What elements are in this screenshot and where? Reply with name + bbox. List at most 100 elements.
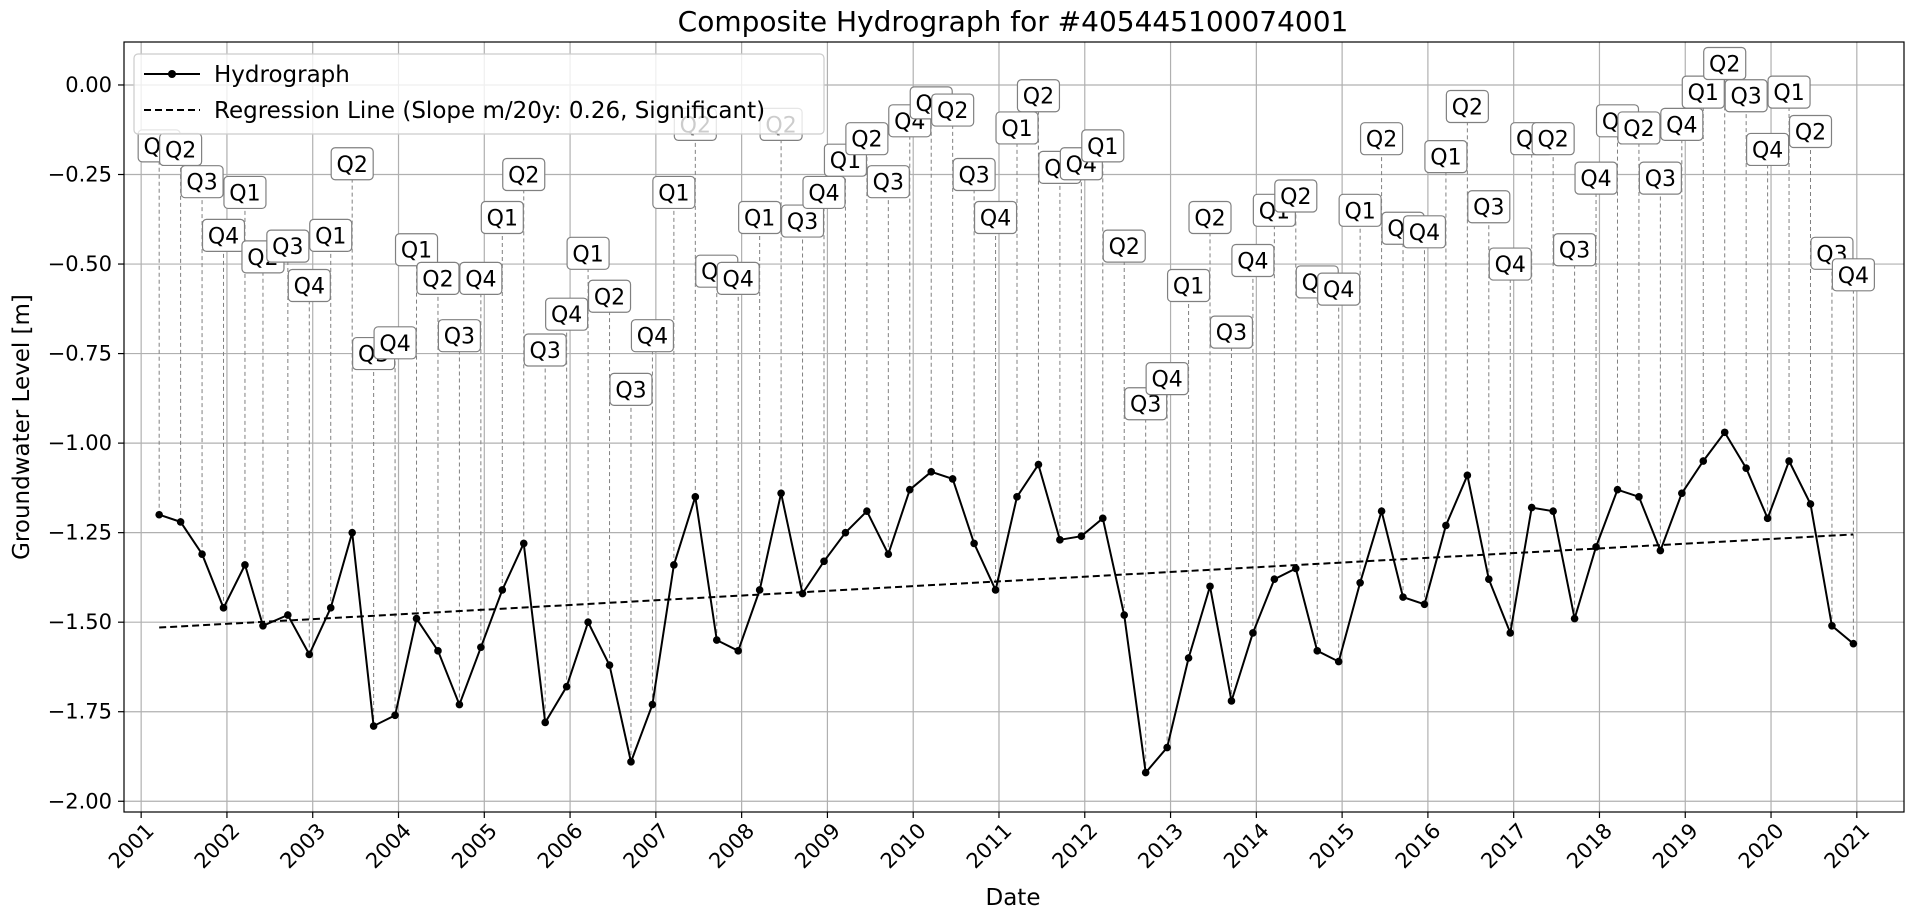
- regression-line: [159, 533, 1854, 629]
- hydrograph-point: [1806, 500, 1815, 508]
- hydrograph-point: [1635, 493, 1643, 501]
- annotation-box: [1488, 247, 1532, 281]
- annotation-box: [1338, 193, 1382, 227]
- annotation-label: Q2: [422, 267, 453, 292]
- y-tick-label: −0.25: [48, 163, 112, 187]
- annotation-box: [802, 175, 846, 210]
- hydrograph-point: [498, 586, 507, 594]
- chart-title: Composite Hydrograph for #40544510007400…: [678, 5, 1349, 38]
- series-layer: [155, 428, 1858, 777]
- x-tick-label: 2009: [790, 819, 845, 874]
- annotation-label: Q3: [1559, 239, 1590, 264]
- x-tick-label: 2019: [1648, 819, 1703, 874]
- hydrograph-point: [927, 467, 936, 476]
- hydrograph-point: [1678, 489, 1686, 498]
- hydrograph-point: [1377, 507, 1386, 515]
- plot-frame: [123, 41, 1905, 813]
- hydrograph-point: [777, 489, 785, 498]
- hydrograph-point: [1699, 457, 1708, 465]
- annotation-box: [416, 261, 460, 295]
- x-tick-label: 2014: [1219, 819, 1274, 874]
- hydrograph-point: [1120, 611, 1129, 619]
- x-tick-label: 2012: [1048, 819, 1103, 874]
- x-tick-label: 2010: [876, 819, 931, 874]
- annotation-label: Q2: [1623, 117, 1654, 142]
- hydrograph-point: [1527, 503, 1536, 512]
- hydrograph-point: [1077, 532, 1086, 541]
- hydrograph-point: [1334, 657, 1343, 666]
- annotation-box: [223, 175, 267, 210]
- annotation-box: [1274, 179, 1318, 213]
- x-tick-label: 2008: [704, 819, 759, 874]
- hydrograph-point: [691, 493, 700, 501]
- annotation-label: Q2: [851, 128, 882, 153]
- annotation-label: Q4: [1409, 221, 1440, 246]
- annotation-label: Q1: [1688, 81, 1719, 106]
- hydrograph-point: [1098, 514, 1107, 523]
- x-tick-label: 2020: [1734, 819, 1789, 874]
- hydrograph-point: [1485, 575, 1493, 584]
- annotation-box: [1724, 79, 1768, 113]
- hydrograph-line: [158, 430, 1855, 775]
- annotation-box: [1445, 89, 1489, 124]
- y-tick-label: 0.00: [65, 73, 112, 97]
- annotation-label: Q4: [637, 325, 668, 350]
- y-tick-label: −2.00: [48, 789, 112, 813]
- hydrograph-point: [1506, 629, 1515, 637]
- hydrograph-point: [1785, 457, 1793, 465]
- annotation-label: Q2: [165, 138, 196, 163]
- hydrograph-point: [1828, 621, 1836, 630]
- hydrograph-point: [1163, 743, 1171, 752]
- annotation-label: Q2: [937, 99, 968, 124]
- annotation-label: Q2: [594, 285, 625, 310]
- annotation-label: Q2: [1366, 128, 1397, 153]
- x-tick-label: 2007: [619, 819, 674, 874]
- annotation-label: Q3: [1130, 393, 1161, 418]
- annotation-label: Q3: [787, 210, 818, 235]
- annotation-label: Q1: [487, 206, 518, 231]
- annotation-box: [1467, 190, 1511, 224]
- annotation-label: Q1: [658, 181, 689, 206]
- hydrograph-point: [1034, 460, 1043, 469]
- hydrograph-point: [648, 700, 657, 709]
- annotation-box: [1102, 229, 1146, 263]
- hydrograph-point: [863, 507, 871, 515]
- annotation-label: Q4: [1323, 278, 1354, 303]
- y-axis-label: Groundwater Level [m]: [9, 294, 35, 560]
- hydrograph-point: [1763, 514, 1772, 523]
- annotation-label: Q3: [873, 171, 904, 196]
- legend: Hydrograph Regression Line (Slope m/20y:…: [133, 53, 825, 135]
- annotation-box: [845, 122, 889, 156]
- annotation-box: [1767, 75, 1811, 109]
- annotation-box: [1831, 258, 1875, 292]
- annotation-box: [1317, 272, 1361, 306]
- annotation-box: [330, 147, 374, 181]
- x-axis-ticks: 2001 2002 2003 2004 2005 2006 2007 2008 2009 2010…: [104, 812, 1874, 873]
- legend-regression-label: Regression Line (Slope m/20y: 0.26, Sign…: [214, 98, 765, 124]
- annotation-label: Q2: [1452, 95, 1483, 120]
- hydrograph-point: [820, 557, 828, 566]
- hydrograph-point: [712, 636, 721, 644]
- x-tick-label: 2002: [190, 819, 245, 874]
- hydrograph-point: [605, 661, 614, 669]
- x-tick-label: 2015: [1305, 819, 1360, 874]
- x-tick-label: 2013: [1133, 819, 1188, 874]
- hydrograph-point: [155, 510, 163, 519]
- x-axis-label: Date: [986, 885, 1041, 911]
- hydrograph-point: [1720, 428, 1729, 437]
- annotation-label: Q1: [1773, 81, 1804, 106]
- hydrograph-point: [1549, 507, 1557, 515]
- legend-frame: [133, 53, 825, 135]
- annotation-box: [1703, 46, 1747, 81]
- x-tick-label: 2021: [1820, 819, 1875, 874]
- annotation-label: Q3: [444, 325, 475, 350]
- annotation-label: Q4: [294, 275, 325, 300]
- annotation-label: Q3: [272, 235, 303, 260]
- annotation-box: [566, 236, 610, 270]
- hydrograph-point: [584, 618, 592, 626]
- annotation-label: Q2: [1194, 206, 1225, 231]
- annotation-label: Q1: [1173, 275, 1204, 300]
- annotation-label: Q2: [508, 164, 539, 189]
- annotation-box: [931, 93, 975, 127]
